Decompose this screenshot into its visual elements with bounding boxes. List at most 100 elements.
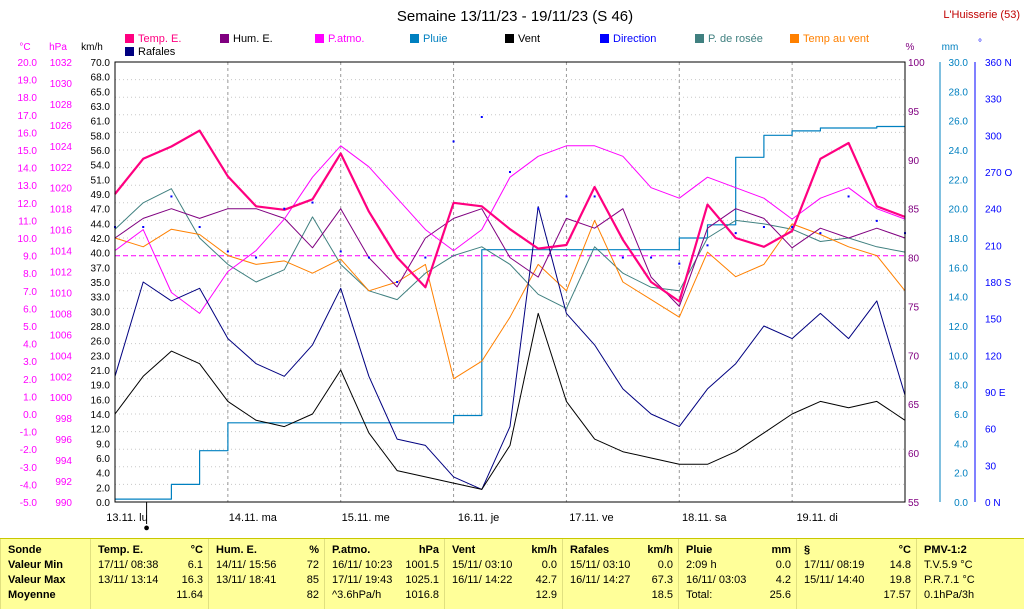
table-column: Pluie mm 2:09 h 0.0 16/11/ 03:03 4.2 Total: 25.… — [678, 539, 797, 609]
series-line-vent — [114, 312, 906, 490]
point-direction — [875, 219, 878, 222]
point-direction — [170, 195, 173, 198]
tick-label-c: 17.0 — [18, 111, 38, 122]
legend-swatch — [600, 34, 609, 43]
tick-label-mm: 0.0 — [954, 498, 968, 509]
table-header-title: Sonde — [8, 544, 42, 556]
point-direction — [198, 226, 201, 228]
point-direction — [283, 207, 286, 210]
table-cell-value: 1025.1 — [405, 574, 439, 586]
series-line-temp-e — [114, 129, 906, 303]
table-header-row: Temp. E. °C — [91, 543, 209, 558]
legend-swatch — [125, 34, 134, 43]
table-cell-value: 16.3 — [181, 574, 203, 586]
point-direction — [847, 195, 850, 198]
tick-label-c: 15.0 — [18, 146, 38, 157]
table-row: 16/11/ 10:23 1001.5 — [325, 558, 445, 573]
tick-label-hpa: 1010 — [50, 288, 73, 299]
tick-label-c: 11.0 — [18, 216, 37, 227]
series-line-p-de-ros-e — [114, 188, 906, 309]
point-direction — [424, 256, 427, 259]
tick-label-hpa: 1012 — [50, 268, 73, 279]
tick-label-hpa: 1004 — [50, 351, 73, 362]
tick-label-kmh: 58.0 — [91, 131, 111, 142]
tick-label-c: 19.0 — [18, 76, 38, 87]
table-column: Vent km/h 15/11/ 03:10 0.0 16/11/ 14:22 42.7 1… — [444, 539, 563, 609]
axis-unit-kmh: km/h — [81, 42, 103, 53]
table-cell-value: 0.0 — [775, 559, 791, 571]
tick-label-c: 7.0 — [23, 287, 37, 298]
tick-label-c: 12.0 — [18, 199, 38, 210]
tick-label-kmh: 54.0 — [91, 161, 111, 172]
tick-label-pct: 80 — [908, 254, 920, 265]
series-line-pluie — [115, 125, 905, 500]
table-header-unit: °C — [190, 544, 203, 556]
table-cell-value: 25.6 — [769, 589, 791, 601]
table-column: Temp. E. °C 17/11/ 08:38 6.1 13/11/ 13:14 16.… — [90, 539, 209, 609]
grid — [115, 62, 905, 502]
tick-label-hpa: 996 — [55, 435, 72, 446]
table-header-row: P.atmo. hPa — [325, 543, 445, 558]
table-column: P.atmo. hPa 16/11/ 10:23 1001.5 17/11/ 19:43… — [324, 539, 445, 609]
tick-label-kmh: 33.0 — [91, 293, 111, 304]
tick-label-deg: 0 N — [985, 498, 1001, 509]
table-cell-label: Valeur Min — [8, 559, 64, 571]
table-cell-value: 12.9 — [535, 589, 557, 601]
tick-label-mm: 16.0 — [949, 263, 969, 274]
tick-label-hpa: 1026 — [50, 121, 73, 132]
tick-label-pct: 100 — [908, 58, 925, 69]
table-cell-label: 14/11/ 15:56 — [216, 559, 277, 571]
table-cell-label: 0.1hPa/3h — [924, 589, 975, 601]
table-row: Total: 25.6 — [679, 588, 797, 603]
table-row: ^3.6hPa/h 1016.8 — [325, 588, 445, 603]
point-direction — [819, 232, 822, 235]
tick-label-kmh: 30.0 — [91, 307, 111, 318]
legend-label: Temp au vent — [803, 33, 869, 45]
tick-label-mm: 26.0 — [949, 117, 969, 128]
table-cell-value: 82 — [306, 589, 319, 601]
tick-label-kmh: 19.0 — [91, 381, 111, 392]
tick-label-kmh: 9.0 — [96, 439, 110, 450]
table-header-title: Vent — [452, 544, 476, 556]
tick-label-c: -3.0 — [20, 463, 38, 474]
table-cell-label: Moyenne — [8, 589, 56, 601]
point-direction — [791, 226, 794, 228]
tick-label-hpa: 1000 — [50, 393, 73, 404]
tick-label-kmh: 37.0 — [91, 263, 111, 274]
tick-label-mm: 24.0 — [949, 146, 969, 157]
tick-label-mm: 2.0 — [954, 469, 968, 480]
table-header-title: Pluie — [686, 544, 713, 556]
series-group — [114, 116, 906, 500]
tick-label-kmh: 26.0 — [91, 337, 111, 348]
table-cell-value: 42.7 — [535, 574, 557, 586]
table-header-title: § — [804, 544, 811, 556]
chart-title: Semaine 13/11/23 - 19/11/23 (S 46) — [397, 8, 633, 25]
tick-label-kmh: 40.0 — [91, 249, 111, 260]
legend-label: Temp. E. — [138, 33, 181, 45]
table-row: 15/11/ 03:10 0.0 — [563, 558, 679, 573]
table-header-unit: mm — [771, 544, 791, 556]
point-direction — [396, 281, 399, 283]
table-cell-label: 15/11/ 14:40 — [804, 574, 865, 586]
table-header-row: § °C — [797, 543, 917, 558]
table-cell-label: 16/11/ 14:27 — [570, 574, 631, 586]
legend-swatch — [505, 34, 514, 43]
table-cell-value: 1016.8 — [405, 589, 439, 601]
tick-label-kmh: 65.0 — [91, 87, 111, 98]
point-direction — [255, 256, 258, 259]
weather-chart: Semaine 13/11/23 - 19/11/23 (S 46) L'Hui… — [18, 8, 1020, 534]
table-row: Valeur Min — [1, 558, 91, 573]
tick-label-deg: 60 — [985, 425, 997, 436]
axis-unit-labels: °C hPa km/h% mm ° — [19, 38, 982, 53]
tick-label-c: -2.0 — [20, 445, 38, 456]
table-row: 11.64 — [91, 588, 209, 603]
table-cell-label: 2:09 h — [686, 559, 717, 571]
table-cell-value: 6.1 — [187, 559, 203, 571]
tick-label-c: -4.0 — [20, 480, 38, 491]
point-direction — [565, 195, 568, 198]
tick-label-hpa: 1020 — [50, 184, 73, 195]
tick-label-kmh: 6.0 — [96, 454, 110, 465]
table-column: Rafales km/h 15/11/ 03:10 0.0 16/11/ 14:27 67… — [562, 539, 679, 609]
point-direction — [339, 250, 342, 253]
table-header-title: Rafales — [570, 544, 610, 556]
